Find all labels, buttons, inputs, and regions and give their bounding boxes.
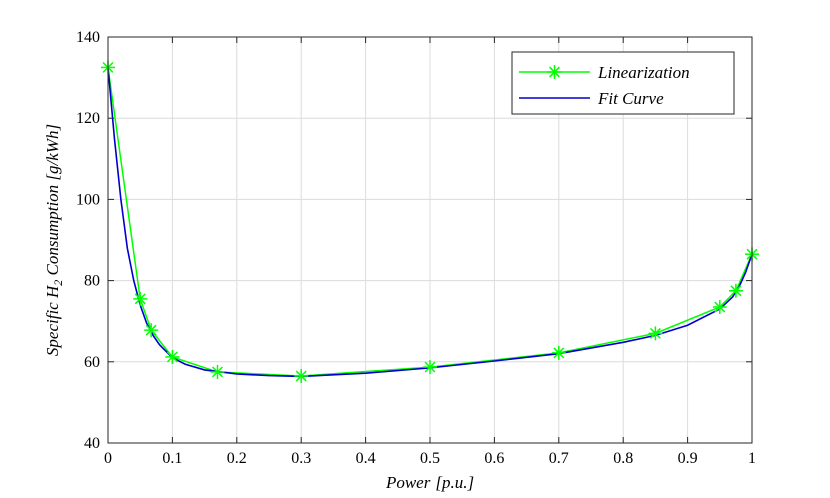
y-axis-label: Specific H2 Consumption [g/kWh]	[43, 124, 65, 356]
x-tick-label: 0.2	[227, 450, 247, 467]
x-axis-label: Power [p.u.]	[385, 473, 474, 492]
x-tick-label: 0.7	[549, 450, 569, 467]
x-tick-label: 0.5	[420, 450, 440, 467]
x-tick-label: 0.1	[162, 450, 182, 467]
y-tick-label: 100	[76, 191, 100, 208]
x-axis-label-unit: [p.u.]	[435, 473, 474, 492]
asterisk-stroke	[134, 293, 146, 305]
data-point-linearization	[133, 291, 148, 306]
legend-label-linearization: Linearization	[597, 63, 690, 82]
y-axis-label-sub: 2	[51, 280, 65, 286]
data-point-linearization	[144, 323, 159, 338]
x-tick-label: 0.4	[356, 450, 376, 467]
ticks: 0 0.1 0.2 0.3 0.4 0.5 0.6 0.7 0.8 0.9 140608010012…	[76, 29, 756, 467]
data-point-linearization	[728, 283, 743, 298]
x-tick-label: 0.9	[678, 450, 698, 467]
asterisk-stroke	[295, 370, 307, 382]
asterisk-stroke	[549, 66, 560, 78]
data-point-linearization	[210, 364, 225, 379]
legend-asterisk	[547, 65, 562, 79]
data-point-linearization	[423, 360, 437, 375]
asterisk-stroke	[211, 366, 223, 378]
y-tick-label: 80	[84, 273, 100, 290]
data-point-linearization	[648, 326, 663, 341]
x-axis-label-main: Power	[385, 473, 431, 492]
data-point-linearization	[551, 345, 566, 360]
asterisk-stroke	[649, 327, 661, 339]
y-axis-label-post: Consumption [g/kWh]	[43, 124, 62, 280]
asterisk-stroke	[730, 285, 742, 297]
asterisk-stroke	[166, 351, 178, 363]
x-tick-label: 1	[748, 450, 756, 467]
x-tick-label: 0	[104, 450, 112, 467]
asterisk-stroke	[424, 361, 436, 373]
x-tick-label: 0.3	[291, 450, 311, 467]
legend-marker-linearization	[547, 65, 562, 79]
series-line-fit-curve	[107, 67, 753, 378]
x-tick-label: 0.6	[484, 450, 504, 467]
asterisk-stroke	[145, 324, 157, 336]
y-tick-label: 120	[76, 110, 100, 127]
y-axis-label-pre: Specific H	[43, 284, 62, 356]
data-point-linearization	[294, 369, 309, 384]
data-point-linearization	[165, 349, 180, 364]
y-tick-label: 140	[76, 29, 100, 46]
legend-label-fit-curve: Fit Curve	[597, 89, 664, 108]
legend: Linearization Fit Curve	[511, 51, 735, 115]
y-tick-label: 60	[84, 354, 100, 371]
asterisk-stroke	[553, 347, 565, 359]
asterisk-stroke	[714, 301, 726, 313]
legend-box	[511, 51, 735, 115]
x-tick-label: 0.8	[613, 450, 633, 467]
data-point-linearization	[712, 299, 727, 314]
y-tick-label: 40	[84, 435, 100, 452]
